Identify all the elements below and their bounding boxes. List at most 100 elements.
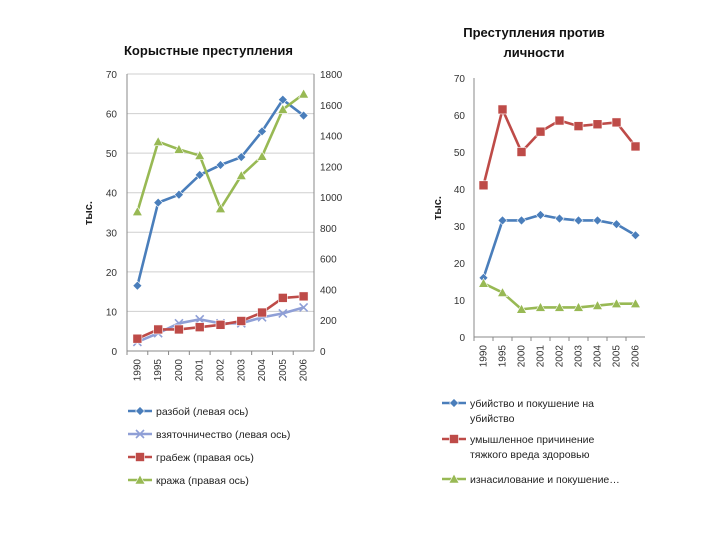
data-point bbox=[174, 189, 184, 200]
legend-entry: разбой (левая ось) bbox=[156, 406, 248, 418]
data-point bbox=[573, 121, 584, 131]
data-point bbox=[174, 324, 184, 335]
legend-entry-line: убийство bbox=[470, 413, 515, 425]
chart-title-line: личности bbox=[503, 45, 564, 60]
y-axis-tick-label: 70 bbox=[454, 74, 466, 85]
data-point bbox=[591, 299, 604, 310]
x-tick-label: 1995 bbox=[498, 345, 509, 368]
x-tick-label: 2004 bbox=[593, 345, 604, 368]
legend-swatch-marker bbox=[135, 452, 145, 462]
right-axis-tick-label: 400 bbox=[320, 285, 337, 296]
x-tick-label: 2006 bbox=[299, 359, 310, 382]
data-point bbox=[554, 115, 565, 126]
data-point bbox=[152, 136, 164, 147]
legend-swatch-marker bbox=[449, 434, 459, 444]
data-point bbox=[278, 308, 288, 318]
legend-entry-line: тяжкого вреда здоровью bbox=[470, 449, 590, 461]
data-point bbox=[516, 215, 527, 226]
data-point bbox=[194, 322, 205, 332]
series-square bbox=[132, 291, 309, 344]
x-tick-label: 2002 bbox=[555, 345, 566, 368]
data-point bbox=[477, 277, 490, 288]
data-point bbox=[153, 324, 163, 335]
right-axis-tick-label: 1800 bbox=[320, 70, 343, 81]
data-point bbox=[496, 286, 509, 297]
data-point bbox=[610, 298, 623, 309]
x-tick-label: 2000 bbox=[517, 345, 528, 368]
left-axis-tick-label: 20 bbox=[106, 268, 118, 279]
legend-swatch-marker bbox=[448, 473, 460, 484]
data-point bbox=[497, 104, 508, 115]
data-point bbox=[630, 230, 641, 241]
data-point bbox=[235, 169, 247, 180]
legend-swatch-marker bbox=[134, 474, 146, 485]
right-axis-tick-label: 800 bbox=[320, 224, 337, 235]
data-point bbox=[236, 152, 247, 163]
x-tick-label: 2006 bbox=[631, 345, 642, 368]
series-square bbox=[478, 104, 641, 191]
data-point bbox=[554, 213, 565, 224]
chart-crimes-against-person: Преступления против личности 0 10 20 30 40 50 60… bbox=[432, 25, 645, 486]
data-point bbox=[478, 180, 489, 191]
data-point bbox=[629, 298, 642, 309]
data-point bbox=[195, 314, 205, 324]
data-point bbox=[611, 219, 622, 230]
x-tick-label: 2004 bbox=[257, 359, 268, 382]
data-point bbox=[497, 215, 508, 226]
data-point bbox=[214, 203, 227, 213]
y-axis-tick-label: 60 bbox=[454, 111, 466, 122]
data-point bbox=[535, 209, 546, 220]
legend-entry-line: изнасилование и покушение… bbox=[470, 474, 620, 486]
chart-title-line: Преступления против bbox=[463, 25, 604, 40]
x-tick-label: 2002 bbox=[216, 359, 227, 382]
chart-title: Корыстные преступления bbox=[124, 43, 293, 58]
data-point bbox=[215, 320, 226, 330]
data-point bbox=[298, 291, 309, 302]
left-axis-tick-label: 40 bbox=[106, 189, 118, 200]
y-axis-tick-label: 50 bbox=[454, 148, 466, 159]
series-triangle bbox=[131, 88, 310, 217]
right-axis-tick-label: 1400 bbox=[320, 132, 343, 143]
data-point bbox=[132, 333, 143, 344]
data-point bbox=[572, 301, 585, 312]
y-axis-tick-label: 10 bbox=[454, 296, 466, 307]
y-axis-tick-label: 0 bbox=[459, 333, 465, 344]
y-axis-tick-label: 40 bbox=[454, 185, 466, 196]
data-point bbox=[257, 307, 267, 318]
x-tick-label: 2000 bbox=[174, 359, 185, 382]
left-axis-tick-label: 30 bbox=[106, 228, 118, 239]
legend-entry: грабеж (правая ось) bbox=[156, 452, 254, 464]
data-point bbox=[194, 169, 205, 180]
data-point bbox=[535, 126, 546, 137]
x-tick-label: 2001 bbox=[536, 345, 547, 368]
y-axis-tick-label: 30 bbox=[454, 222, 466, 233]
right-axis-tick-label: 0 bbox=[320, 347, 326, 358]
left-axis-tick-label: 0 bbox=[111, 347, 117, 358]
right-axis-tick-label: 1000 bbox=[320, 193, 343, 204]
series-triangle bbox=[477, 277, 642, 314]
left-axis-tick-label: 50 bbox=[106, 149, 118, 160]
legend-swatch-marker bbox=[135, 406, 145, 416]
data-point bbox=[173, 143, 185, 154]
left-axis-tick-label: 60 bbox=[106, 110, 118, 121]
data-point bbox=[257, 126, 267, 137]
chart-property-crimes: Корыстные преступления 0 10 20 30 40 50 60 70 0 20… bbox=[83, 43, 343, 487]
data-point bbox=[516, 147, 527, 157]
data-point bbox=[298, 110, 309, 121]
legend: разбой (левая ось) взяточничество (левая … bbox=[128, 406, 290, 487]
legend-entry: кража (правая ось) bbox=[156, 475, 249, 487]
series-diamond bbox=[132, 94, 309, 291]
left-axis-tick-label: 10 bbox=[106, 307, 118, 318]
data-point bbox=[573, 215, 584, 226]
y-axis-label: тыс. bbox=[83, 201, 95, 225]
legend: убийство и покушение на убийство умышленно… bbox=[442, 398, 620, 486]
data-point bbox=[131, 206, 143, 217]
y-axis-label: тыс. bbox=[432, 196, 444, 220]
x-tick-label: 2001 bbox=[195, 359, 206, 382]
legend-entry-line: убийство и покушение на bbox=[470, 398, 594, 410]
data-point bbox=[278, 293, 288, 303]
x-tick-label: 2005 bbox=[278, 359, 289, 382]
data-point bbox=[215, 160, 226, 170]
x-tick-label: 2003 bbox=[574, 345, 585, 368]
